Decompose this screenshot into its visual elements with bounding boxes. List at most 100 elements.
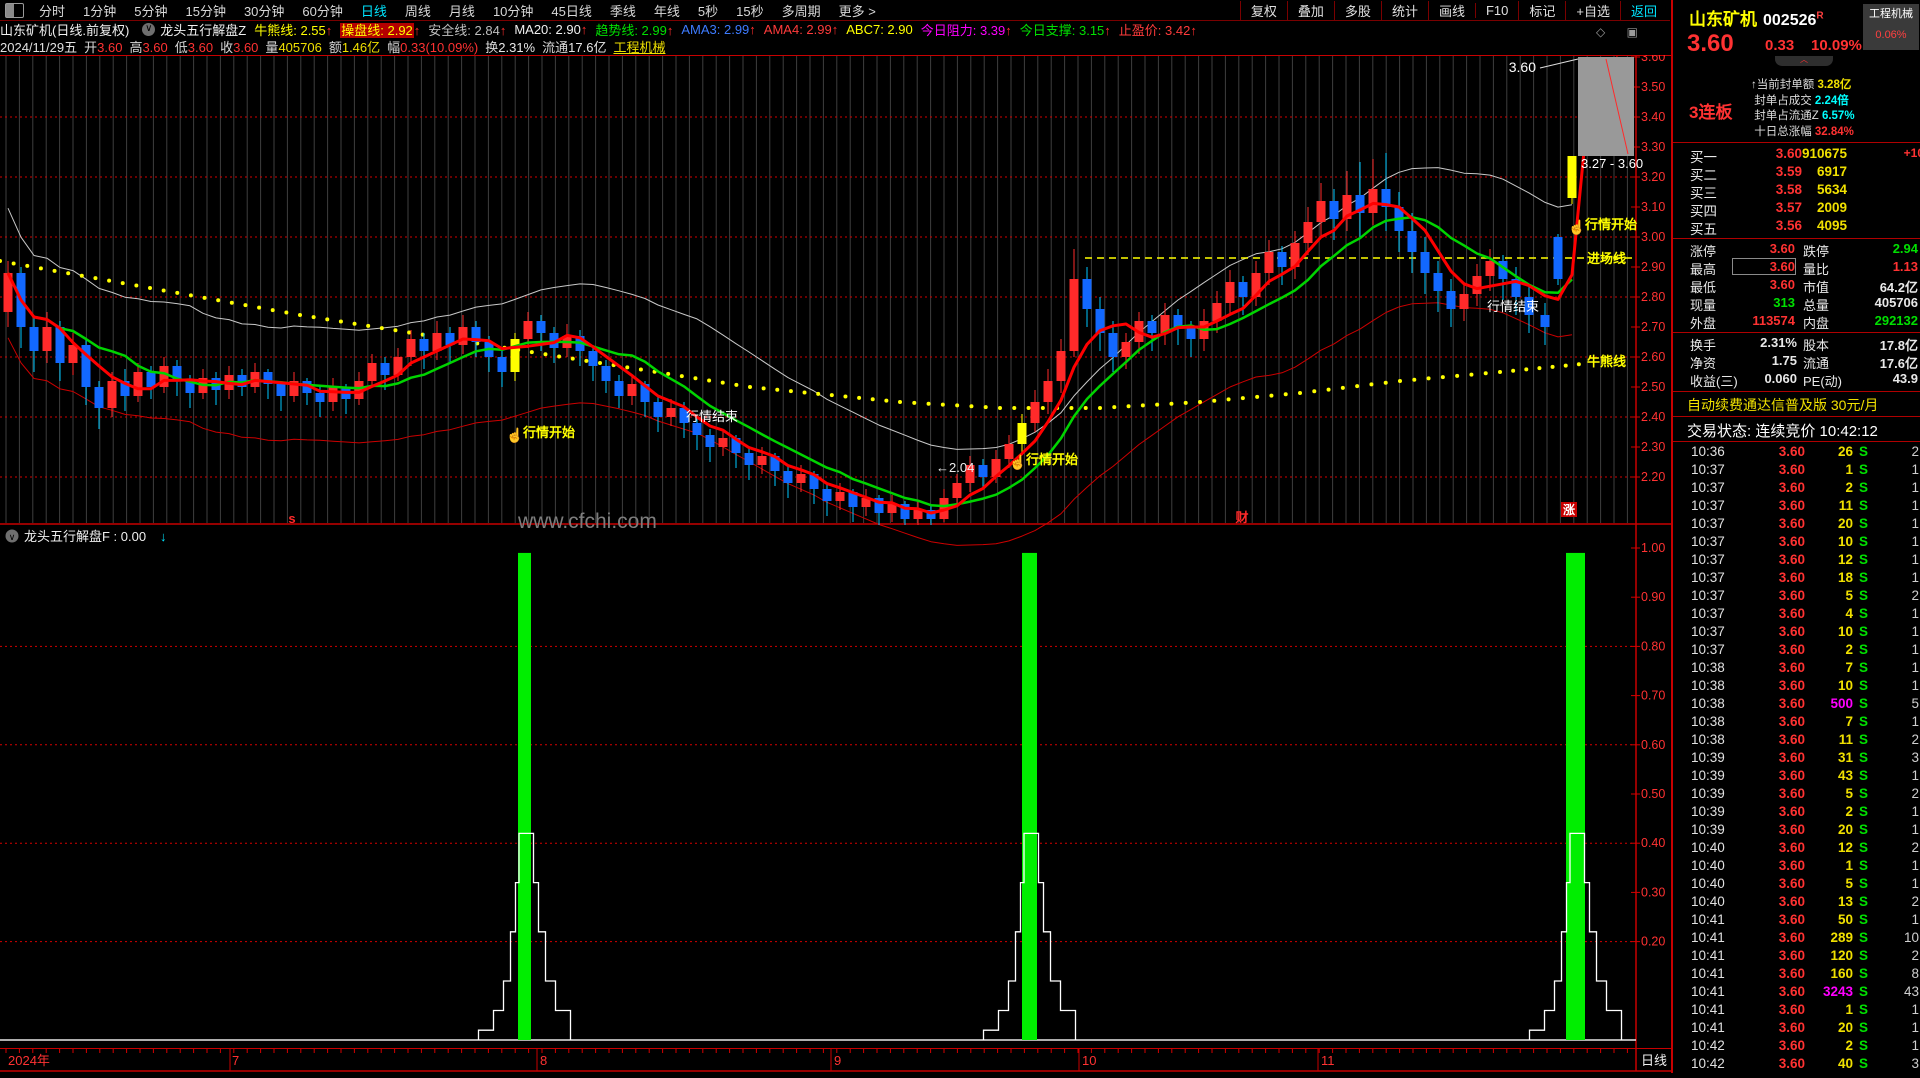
svg-text:2.30: 2.30: [1641, 440, 1665, 454]
period-tab-分时[interactable]: 分时: [39, 3, 66, 19]
period-tab-年线[interactable]: 年线: [653, 3, 680, 19]
period-tab-60分钟[interactable]: 60分钟: [302, 3, 343, 19]
industry-box[interactable]: 工程机械 0.06%: [1863, 4, 1919, 50]
period-tab-周线[interactable]: 周线: [404, 3, 431, 19]
bid-row-买五[interactable]: 买五 3.56 4095: [1690, 218, 1847, 237]
stat-row: 净资 1.75 流通 17.6亿: [1690, 353, 1918, 371]
tick-row: 10:41 3.60 50 S 1: [1691, 912, 1919, 927]
ohlc-量: 量405706: [265, 39, 322, 55]
svg-text:0.80: 0.80: [1641, 639, 1665, 653]
tick-row: 10:39 3.60 43 S 1: [1691, 768, 1919, 783]
period-tab-1分钟[interactable]: 1分钟: [83, 3, 117, 19]
tool-叠加[interactable]: 叠加: [1286, 0, 1334, 20]
chart-canvas[interactable]: 3.60 3.50 3.40 3.30 3.20 3.10 3.00 2.90 2.80 2.70…: [0, 50, 1672, 1073]
tool-F10[interactable]: F10: [1474, 2, 1518, 18]
up-arrow-icon: ↑: [831, 21, 839, 37]
period-tab-5分钟[interactable]: 5分钟: [134, 3, 168, 19]
tool-复权[interactable]: 复权: [1239, 0, 1287, 20]
ohlc-工程机械: 工程机械: [613, 39, 666, 55]
period-tab-5秒[interactable]: 5秒: [697, 3, 719, 19]
industry-change: 0.06%: [1875, 29, 1907, 41]
up-arrow-icon: ↑: [1005, 22, 1012, 38]
bid-row-买四[interactable]: 买四 3.57 2009: [1690, 200, 1847, 219]
renewal-notice[interactable]: 自动续费通达信普及版 30元/月: [1687, 397, 1879, 413]
tick-row: 10:39 3.60 20 S 1: [1691, 822, 1919, 837]
tool-多股[interactable]: 多股: [1333, 0, 1381, 20]
seal-row: 封单占流通Z 6.57%: [1751, 110, 1855, 122]
period-tab-15分钟[interactable]: 15分钟: [185, 3, 226, 19]
ohlc-bar: 2024/11/29五 开3.60 高3.60 低3.60 收3.60 量405706 额1…: [0, 38, 1670, 55]
tool-画线[interactable]: 画线: [1427, 0, 1475, 20]
svg-text:3.60: 3.60: [1509, 59, 1536, 75]
value-text: AMA3: 2.99: [681, 21, 750, 37]
reading-今日支撑: 今日支撑: 3.15↑: [1020, 20, 1111, 39]
svg-text:s: s: [288, 511, 295, 526]
svg-text:2.50: 2.50: [1641, 380, 1665, 394]
dropdown-icon[interactable]: ∨: [142, 22, 156, 36]
bid-row-买二[interactable]: 买二 3.59 6917: [1690, 164, 1847, 183]
tick-row: 10:37 3.60 5 S 2: [1691, 588, 1919, 603]
price-change-pct: 10.09%: [1811, 37, 1862, 54]
collapse-tab[interactable]: ︿: [1775, 56, 1833, 66]
stat-row: 现量 313 总量 405706: [1690, 295, 1918, 313]
limit-up-streak-badge: 3连板: [1689, 103, 1733, 122]
board-layout-icon[interactable]: [5, 2, 24, 18]
tick-row: 10:38 3.60 10 S 1: [1691, 678, 1919, 693]
ohlc-流通: 流通17.6亿: [542, 39, 607, 55]
period-tab-45日线[interactable]: 45日线: [551, 3, 592, 19]
period-tab-15秒[interactable]: 15秒: [736, 3, 764, 19]
tick-row: 10:42 3.60 2 S 1: [1691, 1038, 1919, 1053]
value-text: 今日阻力: 3.39: [920, 22, 1006, 38]
svg-text:0.20: 0.20: [1641, 935, 1665, 949]
bid-row-买三[interactable]: 买三 3.58 5634: [1690, 182, 1847, 201]
svg-text:☝: ☝: [1009, 453, 1026, 471]
stat-row: 换手 2.31% 股本 17.8亿: [1690, 335, 1918, 353]
value-text: ABC7: 2.90: [846, 21, 913, 37]
reading-AMA3: AMA3: 2.99↑: [681, 22, 755, 37]
divider: [1673, 441, 1920, 442]
tool-统计[interactable]: 统计: [1380, 0, 1428, 20]
chart-corner-icons[interactable]: ◇ ▣: [1596, 25, 1647, 39]
ohlc-额: 额1.46亿: [328, 39, 381, 55]
indicator-name[interactable]: 龙头五行解盘Z: [160, 22, 247, 38]
period-tab-10分钟[interactable]: 10分钟: [492, 3, 534, 19]
period-tab-日线[interactable]: 日线: [360, 3, 387, 19]
tool-返回[interactable]: 返回: [1619, 0, 1667, 20]
main-chart[interactable]: 3.60 3.50 3.40 3.30 3.20 3.10 3.00 2.90 2.80 2.70…: [0, 50, 1672, 1073]
svg-text:牛熊线: 牛熊线: [1587, 354, 1626, 369]
tick-row: 10:36 3.60 26 S 2: [1691, 444, 1919, 459]
tick-row: 10:37 3.60 20 S 1: [1691, 516, 1919, 531]
period-tab-月线[interactable]: 月线: [448, 3, 475, 19]
tick-row: 10:37 3.60 4 S 1: [1691, 606, 1919, 621]
tick-row: 10:37 3.60 2 S 1: [1691, 480, 1919, 495]
svg-text:3.20: 3.20: [1641, 170, 1665, 184]
period-tab-30分钟[interactable]: 30分钟: [243, 3, 285, 19]
tick-row: 10:40 3.60 13 S 2: [1691, 894, 1919, 909]
svg-text:9: 9: [834, 1053, 841, 1068]
period-tab-多周期[interactable]: 多周期: [781, 3, 821, 19]
tick-row: 10:38 3.60 7 S 1: [1691, 714, 1919, 729]
svg-text:日线: 日线: [1641, 1053, 1667, 1068]
tool-+自选[interactable]: +自选: [1565, 0, 1620, 20]
svg-text:3.00: 3.00: [1641, 230, 1665, 244]
ohlc-幅: 幅0.33(10.09%): [387, 39, 479, 55]
divider: [1673, 332, 1920, 333]
svg-text:2.60: 2.60: [1641, 350, 1665, 364]
svg-text:涨: 涨: [1563, 502, 1575, 517]
period-tab-更多 >[interactable]: 更多 >: [838, 3, 876, 19]
value-text: 趋势线: 2.99: [595, 22, 667, 38]
reading-ABC7: ABC7: 2.90: [846, 22, 913, 37]
tick-row: 10:39 3.60 31 S 3: [1691, 750, 1919, 765]
tool-标记[interactable]: 标记: [1518, 0, 1565, 20]
period-tab-季线[interactable]: 季线: [609, 3, 636, 19]
value-text: 牛熊线: 2.55: [254, 22, 326, 38]
stock-name[interactable]: 山东矿机 002526R: [1689, 10, 1824, 29]
reading-止盈价: 止盈价: 3.42↑: [1119, 20, 1197, 39]
svg-text:0.30: 0.30: [1641, 885, 1665, 899]
tick-row: 10:37 3.60 12 S 1: [1691, 552, 1919, 567]
svg-text:行情开始: 行情开始: [522, 425, 575, 440]
tool-menu: 复权 叠加 多股 统计 画线 F10 标记 +自选 返回: [1239, 0, 1667, 20]
svg-text:2.90: 2.90: [1641, 260, 1665, 274]
